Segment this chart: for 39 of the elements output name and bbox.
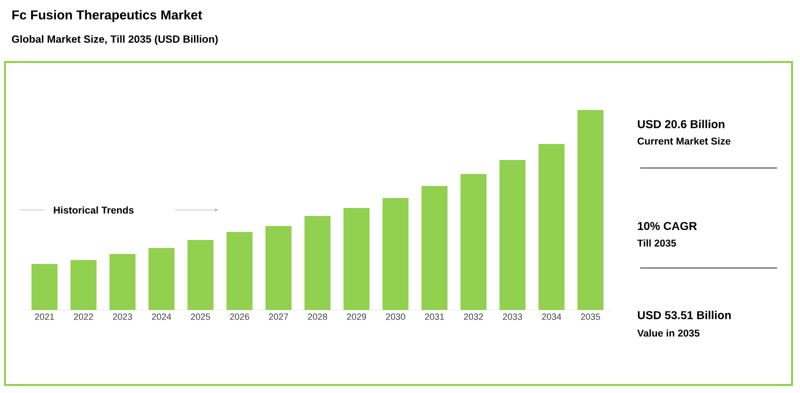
x-tick-label: 2031 bbox=[424, 314, 444, 320]
bar bbox=[500, 160, 526, 310]
chart-title: Fc Fusion Therapeutics Market bbox=[12, 10, 202, 22]
x-tick-label: 2022 bbox=[74, 314, 94, 320]
bar bbox=[382, 198, 409, 310]
x-tick-label: 2033 bbox=[502, 314, 522, 320]
bar bbox=[422, 186, 448, 310]
x-tick-label: 2024 bbox=[152, 314, 172, 320]
bar bbox=[266, 226, 292, 310]
text: USD 53.51 Billion bbox=[638, 310, 731, 320]
bar bbox=[148, 248, 174, 310]
text: Till 2035 bbox=[637, 239, 676, 247]
bar bbox=[226, 232, 253, 310]
x-tick-label: 2023 bbox=[112, 314, 132, 320]
x-tick-label: 2029 bbox=[346, 314, 366, 320]
text: Value in 2035 bbox=[637, 329, 700, 337]
x-tick-label: 2021 bbox=[34, 314, 54, 320]
chart-subtitle: Global Market Size, Till 2035 (USD Billion) bbox=[12, 35, 218, 45]
x-tick-label: 2028 bbox=[308, 314, 328, 320]
bar bbox=[304, 216, 331, 310]
bar bbox=[344, 208, 370, 310]
x-tick-label: 2027 bbox=[268, 314, 288, 320]
bar bbox=[70, 260, 96, 310]
x-tick-label: 2030 bbox=[386, 314, 406, 320]
annotation: Historical Trends bbox=[54, 206, 134, 214]
x-tick-label: 2025 bbox=[190, 314, 210, 320]
text: USD 20.6 Billion bbox=[638, 120, 724, 128]
bar bbox=[32, 264, 58, 310]
text: Current Market Size bbox=[638, 137, 730, 145]
bar bbox=[460, 174, 487, 310]
x-tick-label: 2035 bbox=[580, 314, 600, 320]
bar bbox=[578, 110, 604, 310]
text: 10% CAGR bbox=[638, 222, 697, 230]
x-tick-label: 2026 bbox=[230, 314, 250, 320]
bar bbox=[538, 144, 565, 310]
bar bbox=[188, 240, 214, 310]
x-tick-label: 2032 bbox=[464, 314, 484, 320]
bar bbox=[110, 254, 136, 310]
x-tick-label: 2034 bbox=[542, 314, 562, 320]
